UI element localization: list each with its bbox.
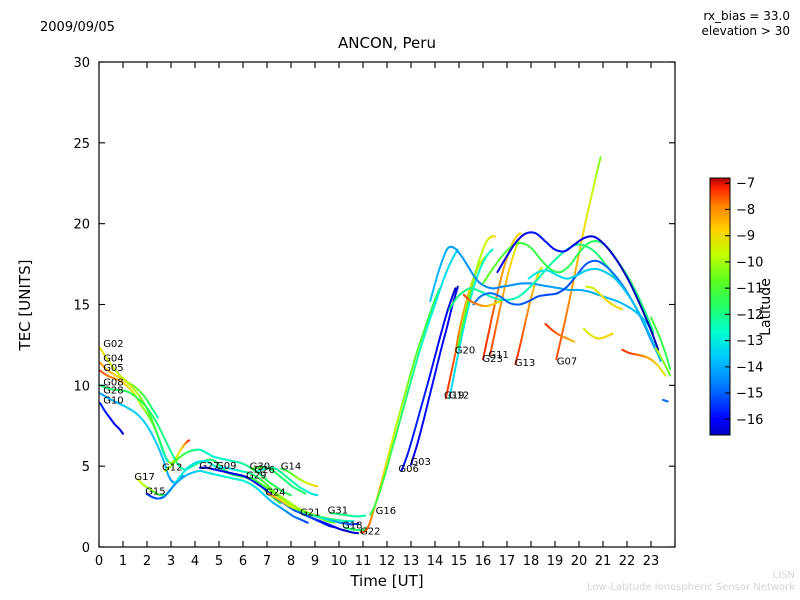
x-axis-label: Time [UT] [349, 572, 423, 590]
colorbar-tick-label: −9 [736, 229, 755, 244]
satellite-label: G23 [482, 354, 502, 365]
x-tick-label: 6 [239, 554, 247, 569]
satellite-label: G12 [162, 463, 182, 474]
satellite-label: G18 [342, 521, 362, 532]
x-tick-label: 12 [379, 554, 396, 569]
y-tick-label: 30 [73, 56, 90, 71]
satellite-label: G02 [103, 339, 123, 350]
satellite-label: G28 [103, 386, 123, 397]
satellite-label: G09 [216, 461, 236, 472]
footer-acronym: LISN [773, 570, 795, 581]
x-tick-label: 3 [167, 554, 175, 569]
data-traces [99, 156, 672, 535]
x-tick-label: 15 [451, 554, 468, 569]
x-tick-label: 11 [355, 554, 372, 569]
x-tick-label: 19 [547, 554, 564, 569]
satellite-label: G12 [449, 391, 469, 402]
satellite-label: G16 [376, 506, 396, 517]
x-tick-label: 14 [427, 554, 444, 569]
colorbar-gradient [709, 177, 731, 436]
satellite-label: G13 [515, 358, 535, 369]
colorbar-tick-label: −10 [736, 255, 763, 270]
satellite-label: G31 [328, 505, 348, 516]
satellite-label: G08 [103, 378, 123, 389]
page-title: ANCON, Peru [338, 34, 436, 52]
x-tick-label: 23 [643, 554, 660, 569]
y-tick-label: 0 [82, 541, 90, 556]
satellite-label: G07 [557, 357, 577, 368]
satellite-label: G30 [250, 462, 270, 473]
satellite-label: G27 [199, 461, 219, 472]
x-tick-label: 13 [403, 554, 420, 569]
satellite-label: G17 [134, 472, 154, 483]
footer-full-name: Low-Latitude Ionospheric Sensor Network [587, 582, 795, 593]
y-tick-label: 15 [73, 299, 90, 314]
elevation-note: elevation > 30 [702, 24, 791, 38]
satellite-label: G22 [360, 526, 380, 537]
satellite-label: G06 [398, 464, 418, 475]
satellite-label: G29 [246, 471, 266, 482]
colorbar-ticks: −7 −8 −9 −10 −11 −12 −13 −14 −15 −16 [725, 177, 763, 428]
colorbar-tick-label: −15 [736, 387, 763, 402]
colorbar-tick-label: −16 [736, 413, 763, 428]
x-tick-label: 20 [571, 554, 588, 569]
y-tick-label: 25 [73, 137, 90, 152]
colorbar-tick-label: −14 [736, 360, 763, 375]
x-tick-label: 1 [119, 554, 127, 569]
y-axis-ticks: 0 5 10 15 20 25 30 [73, 56, 675, 556]
x-tick-label: 16 [475, 554, 492, 569]
satellite-label: G26 [254, 465, 274, 476]
colorbar-tick-label: −12 [736, 308, 763, 323]
colorbar[interactable]: −7 −8 −9 −10 −11 −12 −13 −14 −15 −16 Latitude [709, 177, 774, 436]
x-tick-label: 17 [499, 554, 516, 569]
y-tick-label: 20 [73, 218, 90, 233]
colorbar-title: Latitude [758, 278, 774, 336]
satellite-label: G15 [145, 487, 165, 498]
x-tick-label: 5 [215, 554, 223, 569]
satellite-label: G10 [103, 395, 123, 406]
x-axis-ticks: 0 1 2 3 4 5 6 7 8 9 10 11 12 13 14 15 16 17 18 19 20 21 22 23 [95, 62, 676, 569]
colorbar-tick-label: −13 [736, 334, 763, 349]
x-tick-label: 18 [523, 554, 540, 569]
rx-bias-note: rx_bias = 33.0 [703, 9, 790, 23]
x-tick-label: 22 [619, 554, 636, 569]
colorbar-tick-label: −8 [736, 203, 755, 218]
colorbar-tick-label: −11 [736, 282, 763, 297]
x-tick-label: 8 [287, 554, 295, 569]
axes: 0 1 2 3 4 5 6 7 8 9 10 11 12 13 14 15 16 17 18 19 20 21 22 23 0… [73, 56, 676, 569]
satellite-label: G04 [103, 353, 123, 364]
satellite-label: G19 [444, 391, 464, 402]
satellite-label: G24 [265, 488, 285, 499]
satellite-label: G14 [281, 462, 301, 473]
y-tick-label: 5 [82, 460, 90, 475]
x-tick-label: 0 [95, 554, 103, 569]
x-tick-label: 7 [263, 554, 271, 569]
satellite-label: G20 [455, 345, 475, 356]
satellite-label: G03 [410, 457, 430, 468]
satellite-label: G11 [488, 350, 508, 361]
x-tick-label: 4 [191, 554, 199, 569]
satellite-label: G05 [103, 363, 123, 374]
x-tick-label: 10 [331, 554, 348, 569]
x-tick-label: 2 [143, 554, 151, 569]
colorbar-tick-label: −7 [736, 177, 755, 192]
date-stamp: 2009/09/05 [40, 20, 115, 35]
x-tick-label: 21 [595, 554, 612, 569]
y-tick-label: 10 [73, 379, 90, 394]
x-tick-label: 9 [311, 554, 319, 569]
y-axis-label: TEC [UNITS] [16, 260, 34, 352]
satellite-label: G21 [300, 508, 320, 519]
